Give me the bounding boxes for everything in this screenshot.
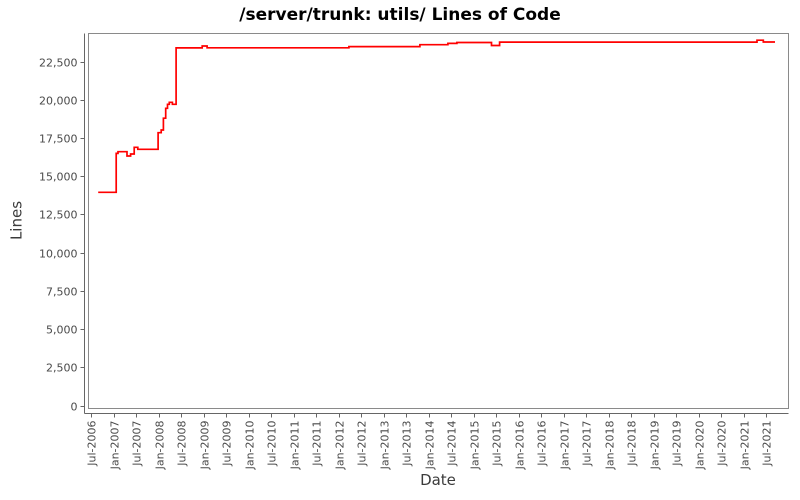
x-tick-label: Jul-2007	[131, 421, 144, 467]
x-tick-label: Jul-2016	[536, 421, 549, 467]
x-tick-label: Jan-2021	[739, 421, 752, 471]
y-tick-label: 20,000	[39, 95, 78, 108]
x-tick-label: Jul-2012	[356, 421, 369, 467]
x-tick-label: Jul-2011	[311, 421, 324, 467]
plot-border	[88, 33, 789, 409]
x-tick-label: Jul-2010	[266, 421, 279, 467]
x-tick-label: Jul-2014	[446, 421, 459, 467]
y-tick-label: 12,500	[39, 209, 78, 222]
x-tick-label: Jan-2012	[334, 421, 347, 471]
y-tick-label: 15,000	[39, 171, 78, 184]
x-tick-label: Jul-2017	[581, 421, 594, 467]
x-tick-label: Jan-2015	[469, 421, 482, 471]
x-tick-label: Jan-2019	[649, 421, 662, 471]
x-tick-label: Jan-2020	[694, 421, 707, 471]
x-tick-label: Jan-2010	[244, 421, 257, 471]
x-tick-label: Jul-2013	[401, 421, 414, 467]
x-tick-label: Jan-2009	[199, 421, 212, 471]
x-tick-label: Jan-2011	[289, 421, 302, 471]
y-tick-label: 22,500	[39, 57, 78, 70]
x-tick-label: Jul-2018	[626, 421, 639, 467]
y-tick-label: 0	[71, 401, 78, 414]
y-tick-label: 2,500	[46, 362, 78, 375]
x-tick-label: Jul-2019	[671, 421, 684, 467]
y-tick-label: 10,000	[39, 248, 78, 261]
x-tick-label: Jan-2014	[424, 421, 437, 471]
x-tick-label: Jul-2006	[86, 421, 99, 467]
x-tick-label: Jul-2021	[761, 421, 774, 467]
y-axis-title: Lines	[7, 200, 26, 241]
y-tick-label: 17,500	[39, 133, 78, 146]
chart-title: /server/trunk: utils/ Lines of Code	[239, 5, 561, 25]
loc-line	[98, 39, 775, 194]
x-tick-label: Jan-2018	[604, 421, 617, 471]
y-tick-label: 7,500	[46, 286, 78, 299]
y-tick-label: 5,000	[46, 324, 78, 337]
x-tick-label: Jan-2017	[559, 421, 572, 471]
x-tick-label: Jan-2013	[379, 421, 392, 471]
x-axis-title: Date	[420, 471, 456, 489]
x-tick-label: Jul-2020	[716, 421, 729, 467]
x-tick-label: Jul-2015	[491, 421, 504, 467]
x-tick-label: Jan-2008	[154, 421, 167, 471]
x-tick-label: Jul-2008	[176, 421, 189, 467]
x-tick-label: Jan-2016	[514, 421, 527, 471]
x-tick-label: Jul-2009	[221, 421, 234, 467]
x-tick-label: Jan-2007	[109, 421, 122, 471]
